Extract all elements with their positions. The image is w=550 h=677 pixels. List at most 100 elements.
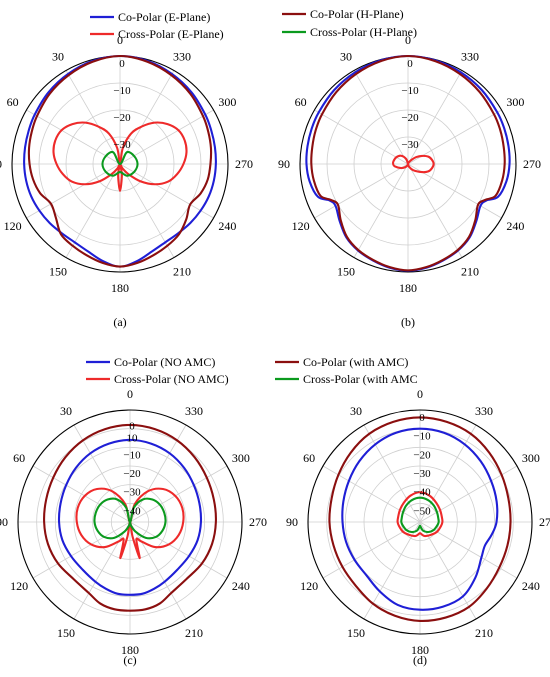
angle-tick-label: 90: [0, 157, 2, 171]
radial-tick-label: 10: [127, 433, 139, 445]
polar-plot-d: 0 30 60 90 120 150 180 210 240 270 300 330 0 −10 −20 −3…: [286, 387, 550, 667]
radial-tick-label: −20: [113, 112, 131, 124]
outer-ring: [17, 409, 243, 635]
grid-spoke: [65, 70, 121, 165]
angle-tick-label: 30: [60, 404, 72, 418]
subplot-caption: (a): [113, 315, 126, 329]
angle-tick-label: 300: [506, 95, 524, 109]
angle-tick-label: 180: [399, 281, 417, 295]
angle-tick-label: 210: [173, 264, 191, 278]
radial-tick-label: −30: [113, 139, 131, 151]
series-trace-co-polar-h-plane: [27, 54, 213, 268]
radial-tick-label: 0: [119, 58, 125, 70]
grid-spoke: [407, 70, 463, 165]
angle-tick-label: 30: [340, 50, 352, 64]
angle-tick-label: 90: [0, 515, 8, 529]
radial-tick-label: −10: [123, 449, 141, 461]
angle-tick-label: 120: [300, 579, 318, 593]
series-trace-cross-polar-h-plane: [101, 150, 139, 177]
angle-tick-label: 150: [337, 264, 355, 278]
angle-tick-label: 90: [278, 157, 290, 171]
radial-tick-label: −10: [413, 431, 431, 443]
series-trace-co-polar-with-amc: [43, 423, 217, 612]
series-trace-cross-polar-no-amc: [396, 491, 444, 538]
angle-tick-label: 330: [173, 50, 191, 64]
radial-tick-label: −40: [413, 487, 431, 499]
angle-tick-label: 0: [117, 33, 123, 47]
radial-tick-label: −10: [113, 85, 131, 97]
grid-spoke: [119, 109, 214, 165]
angle-tick-label: 0: [417, 387, 423, 401]
grid-spoke: [353, 70, 409, 165]
series-trace-cross-polar-with-amc: [400, 496, 440, 534]
grid-spoke: [119, 163, 175, 258]
grid-spoke: [419, 424, 477, 523]
series-trace-cross-polar-e-plane: [52, 121, 188, 193]
angle-tick-label: 180: [121, 643, 139, 657]
grid-spoke: [419, 521, 477, 620]
angle-tick-label: 60: [303, 451, 315, 465]
legend-label: Co-Polar (NO AMC): [114, 355, 215, 369]
angle-tick-label: 300: [232, 451, 250, 465]
grid-spoke: [32, 465, 131, 523]
angle-tick-label: 120: [10, 579, 28, 593]
grid-spoke: [129, 521, 228, 579]
subplot-caption: (b): [401, 315, 415, 329]
series-trace-co-polar-no-amc: [57, 438, 203, 596]
angle-tick-label: 270: [249, 515, 267, 529]
angle-tick-label: 30: [52, 50, 64, 64]
angle-tick-label: 120: [292, 219, 310, 233]
angle-tick-label: 240: [506, 219, 524, 233]
angle-tick-label: 270: [539, 515, 550, 529]
radial-tick-label: 0: [419, 412, 425, 424]
subplot-caption: (d): [413, 653, 427, 667]
polar-plot-c: 0306090120150180210240270300330010−10−20…: [0, 387, 267, 667]
series-trace-co-polar-with-amc: [328, 416, 512, 623]
series-trace-cross-polar-with-amc: [93, 497, 167, 540]
angle-tick-label: 330: [461, 50, 479, 64]
angle-tick-label: 210: [185, 626, 203, 640]
radial-tick-label: −30: [123, 487, 141, 499]
legend-top: Co-Polar (E-Plane) Co-Polar (H-Plane) Cr…: [90, 7, 417, 41]
grid-spoke: [129, 465, 228, 523]
radial-tick-label: −20: [123, 468, 141, 480]
radial-tick-label: 0: [129, 420, 135, 432]
angle-tick-label: 60: [13, 451, 25, 465]
radial-tick-label: −20: [413, 449, 431, 461]
angle-tick-label: 90: [286, 515, 298, 529]
angle-tick-label: 150: [57, 626, 75, 640]
angle-tick-label: 210: [475, 626, 493, 640]
legend-label: Cross-Polar (E-Plane): [118, 27, 224, 41]
grid-spoke: [407, 163, 463, 258]
angle-tick-label: 270: [235, 157, 253, 171]
radial-tick-label: −40: [123, 505, 141, 517]
grid-spoke: [26, 163, 121, 219]
angle-tick-label: 240: [522, 579, 540, 593]
series-trace-co-polar-no-amc: [341, 427, 499, 611]
radial-tick-label: 0: [407, 58, 413, 70]
angle-tick-label: 240: [218, 219, 236, 233]
polar-plot-a: 0 30 60 90 120 150 180 210 240 270 300 330 0 −10 −20 −3…: [0, 33, 253, 329]
angle-tick-label: 180: [111, 281, 129, 295]
subplot-caption: (c): [123, 653, 136, 667]
angle-tick-label: 30: [350, 404, 362, 418]
legend-label: Co-Polar (with AMC): [303, 355, 408, 369]
radial-tick-label: −30: [413, 468, 431, 480]
radial-tick-label: −10: [401, 85, 419, 97]
legend-label: Co-Polar (H-Plane): [310, 7, 404, 21]
grid-spoke: [26, 109, 121, 165]
angle-tick-label: 180: [411, 643, 429, 657]
angle-tick-label: 0: [405, 33, 411, 47]
grid-spoke: [65, 163, 121, 258]
angle-tick-label: 60: [7, 95, 19, 109]
grid-spoke: [73, 521, 131, 620]
angle-tick-label: 300: [522, 451, 540, 465]
grid-spoke: [314, 109, 409, 165]
outer-ring: [307, 409, 533, 635]
angle-tick-label: 60: [295, 95, 307, 109]
radial-tick-label: −30: [401, 139, 419, 151]
legend-label: Cross-Polar (with AMC: [303, 372, 418, 386]
grid-spoke: [314, 163, 409, 219]
grid-spoke: [119, 70, 175, 165]
